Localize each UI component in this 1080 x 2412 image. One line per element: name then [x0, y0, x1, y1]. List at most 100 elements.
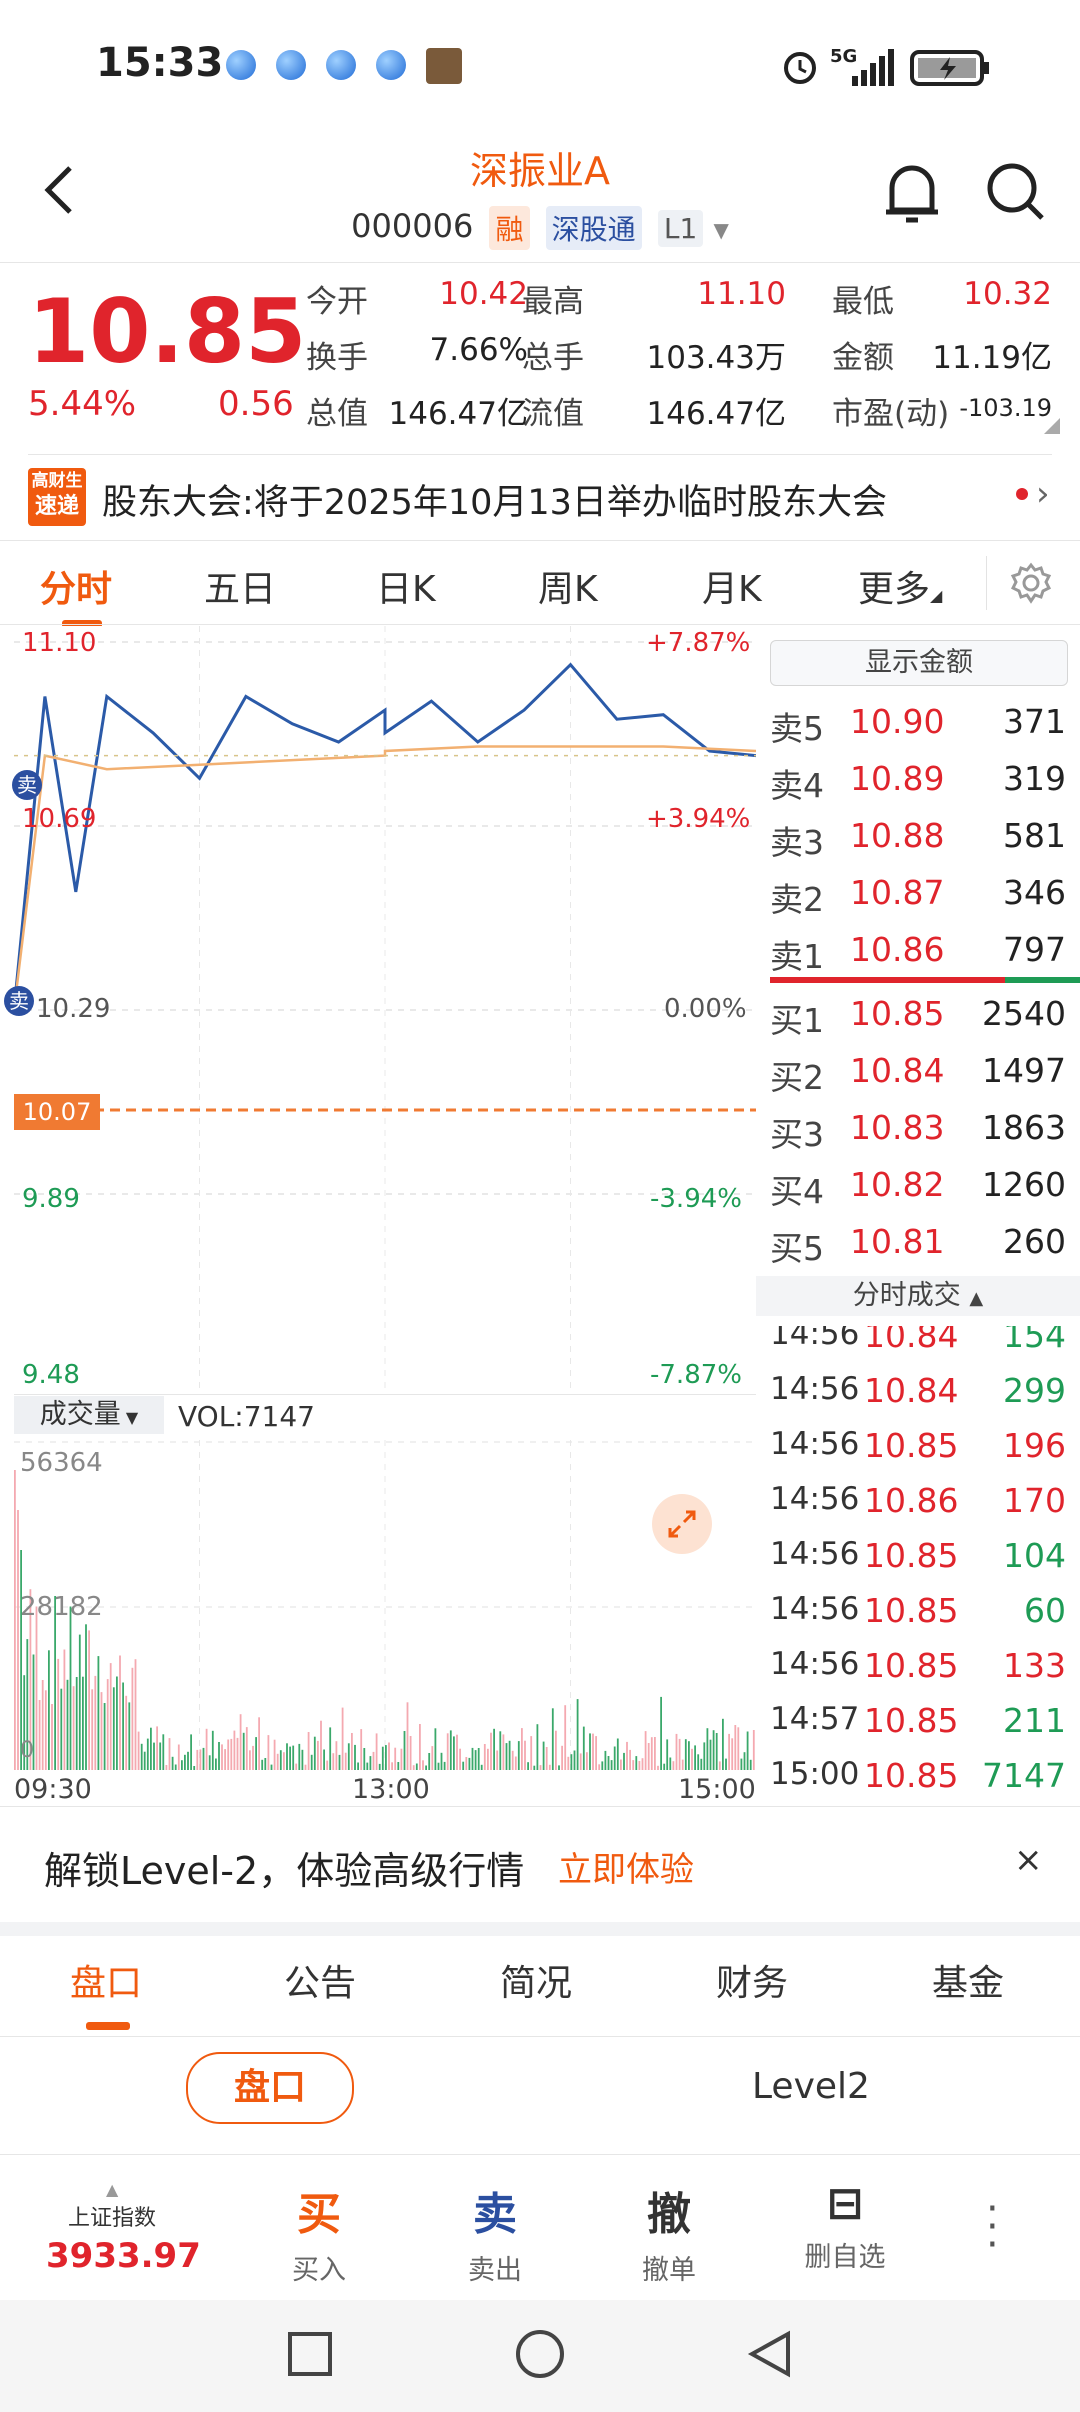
tick-row: 14:56 10.86 170 [770, 1475, 1066, 1530]
volume-bar [576, 1699, 579, 1770]
search-icon[interactable] [984, 160, 1048, 224]
tab-intraday[interactable]: 分时 [40, 569, 113, 610]
bid-row[interactable]: 买3 10.83 1863 [770, 1100, 1066, 1157]
volume-bar [35, 1606, 38, 1770]
order-vol: 581 [1003, 816, 1066, 855]
ask-row[interactable]: 卖4 10.89 319 [770, 751, 1066, 808]
volume-bar [171, 1756, 174, 1770]
tab-five-day[interactable]: 五日 [204, 569, 277, 610]
order-vol: 260 [1003, 1222, 1066, 1261]
volume-bar [555, 1730, 557, 1770]
remove-watchlist-button[interactable]: ⊟ 删自选 [790, 2178, 900, 2274]
volume-bar [483, 1744, 486, 1770]
close-icon[interactable]: × [1014, 1840, 1043, 1880]
expand-chart-button[interactable] [652, 1494, 712, 1554]
try-now-link[interactable]: 立即体验 [558, 1850, 694, 1890]
volume-bar [372, 1751, 375, 1770]
tab-profile[interactable]: 简况 [500, 1963, 573, 2004]
show-amount-toggle[interactable]: 显示金额 [770, 640, 1068, 686]
tab-daily-k[interactable]: 日K [376, 569, 436, 610]
volume-bar [119, 1655, 121, 1770]
volume-bar [493, 1728, 495, 1770]
back-nav-button[interactable] [744, 2328, 796, 2380]
settings-gear-icon[interactable] [1010, 562, 1052, 604]
tick-price: 10.85 [864, 1646, 959, 1685]
sell-button[interactable]: 卖卖出 [440, 2178, 550, 2287]
tab-weekly-k[interactable]: 周K [538, 569, 598, 610]
ticks-header[interactable]: 分时成交 ▲ [756, 1276, 1080, 1316]
divider [0, 624, 1080, 625]
chevron-right-icon[interactable]: › [1036, 474, 1050, 514]
intraday-price-chart[interactable] [14, 626, 756, 1394]
more-vertical-icon[interactable]: · · · [986, 2186, 999, 2268]
volume-bar [694, 1745, 696, 1770]
home-button[interactable] [514, 2328, 566, 2380]
volume-bar [573, 1750, 576, 1770]
recent-apps-button[interactable] [286, 2330, 334, 2378]
status-time: 15:33 [96, 40, 224, 86]
index-value[interactable]: 3933.97 [46, 2236, 201, 2276]
volume-bar [125, 1695, 128, 1770]
ask-row[interactable]: 卖2 10.87 346 [770, 865, 1066, 922]
tick-price: 10.85 [864, 1536, 959, 1575]
bid-row[interactable]: 买5 10.81 260 [770, 1214, 1066, 1271]
volume-bar [100, 1692, 103, 1770]
tab-financials[interactable]: 财务 [716, 1963, 789, 2004]
news-headline[interactable]: 股东大会:将于2025年10月13日举办临时股东大会 [102, 483, 887, 523]
volume-bar [292, 1745, 295, 1770]
order-label: 买5 [770, 1229, 824, 1268]
tab-funds[interactable]: 基金 [932, 1963, 1005, 2004]
subtab-market-depth[interactable]: 盘口 [186, 2052, 354, 2124]
volume-bar [443, 1761, 446, 1770]
app-thumbnail-icon [426, 48, 462, 84]
volume-bar [347, 1743, 350, 1770]
volume-bar [462, 1761, 465, 1770]
volume-bar [579, 1753, 582, 1770]
tab-monthly-k[interactable]: 月K [702, 569, 762, 610]
volume-bar [202, 1747, 205, 1770]
volume-bar [162, 1734, 165, 1770]
tick-row: 14:56 10.84 299 [770, 1365, 1066, 1420]
quote-label: 总值 [306, 396, 368, 432]
volume-bar [700, 1758, 703, 1770]
ask-row[interactable]: 卖1 10.86 797 [770, 922, 1066, 979]
order-price: 10.90 [850, 702, 945, 741]
volume-bar [616, 1738, 619, 1770]
order-vol: 319 [1003, 759, 1066, 798]
stock-code-line: 000006 融 深股通 L1 ▼ [0, 206, 1080, 250]
tab-market-depth[interactable]: 盘口 [70, 1963, 143, 2004]
volume-bar [650, 1737, 653, 1770]
volume-bar [610, 1760, 613, 1770]
quote-label: 最高 [522, 284, 584, 320]
volume-bar [471, 1747, 474, 1770]
volume-bar [477, 1748, 480, 1770]
tab-more[interactable]: 更多◢ [858, 569, 943, 610]
volume-bar [227, 1739, 230, 1770]
volume-bar [298, 1743, 301, 1770]
tick-vol: 196 [1003, 1426, 1066, 1465]
ask-row[interactable]: 卖5 10.90 371 [770, 694, 1066, 751]
volume-selector[interactable]: 成交量 ▼ [14, 1396, 164, 1434]
tab-announcements[interactable]: 公告 [284, 1963, 357, 2004]
volume-bar [480, 1764, 483, 1770]
buy-button[interactable]: 买买入 [264, 2178, 374, 2287]
tick-vol: 154 [1003, 1316, 1066, 1355]
bid-row[interactable]: 买1 10.85 2540 [770, 986, 1066, 1043]
volume-chart[interactable] [14, 1440, 756, 1770]
volume-bar [564, 1705, 567, 1770]
order-vol: 1497 [982, 1051, 1066, 1090]
bid-row[interactable]: 买4 10.82 1260 [770, 1157, 1066, 1214]
volume-bar [647, 1743, 650, 1770]
index-name[interactable]: 上证指数 [68, 2206, 157, 2231]
volume-bar [431, 1746, 434, 1770]
bid-row[interactable]: 买2 10.84 1497 [770, 1043, 1066, 1100]
cancel-order-button[interactable]: 撤撤单 [614, 2178, 724, 2287]
back-button[interactable] [36, 160, 86, 220]
volume-bar [514, 1756, 517, 1770]
tick-row: 15:00 10.85 7147 [770, 1750, 1066, 1805]
ask-row[interactable]: 卖3 10.88 581 [770, 808, 1066, 865]
bell-icon[interactable] [880, 158, 944, 230]
volume-bar [131, 1667, 134, 1770]
subtab-level2[interactable]: Level2 [752, 2066, 870, 2107]
level-tag[interactable]: L1 [657, 209, 704, 247]
